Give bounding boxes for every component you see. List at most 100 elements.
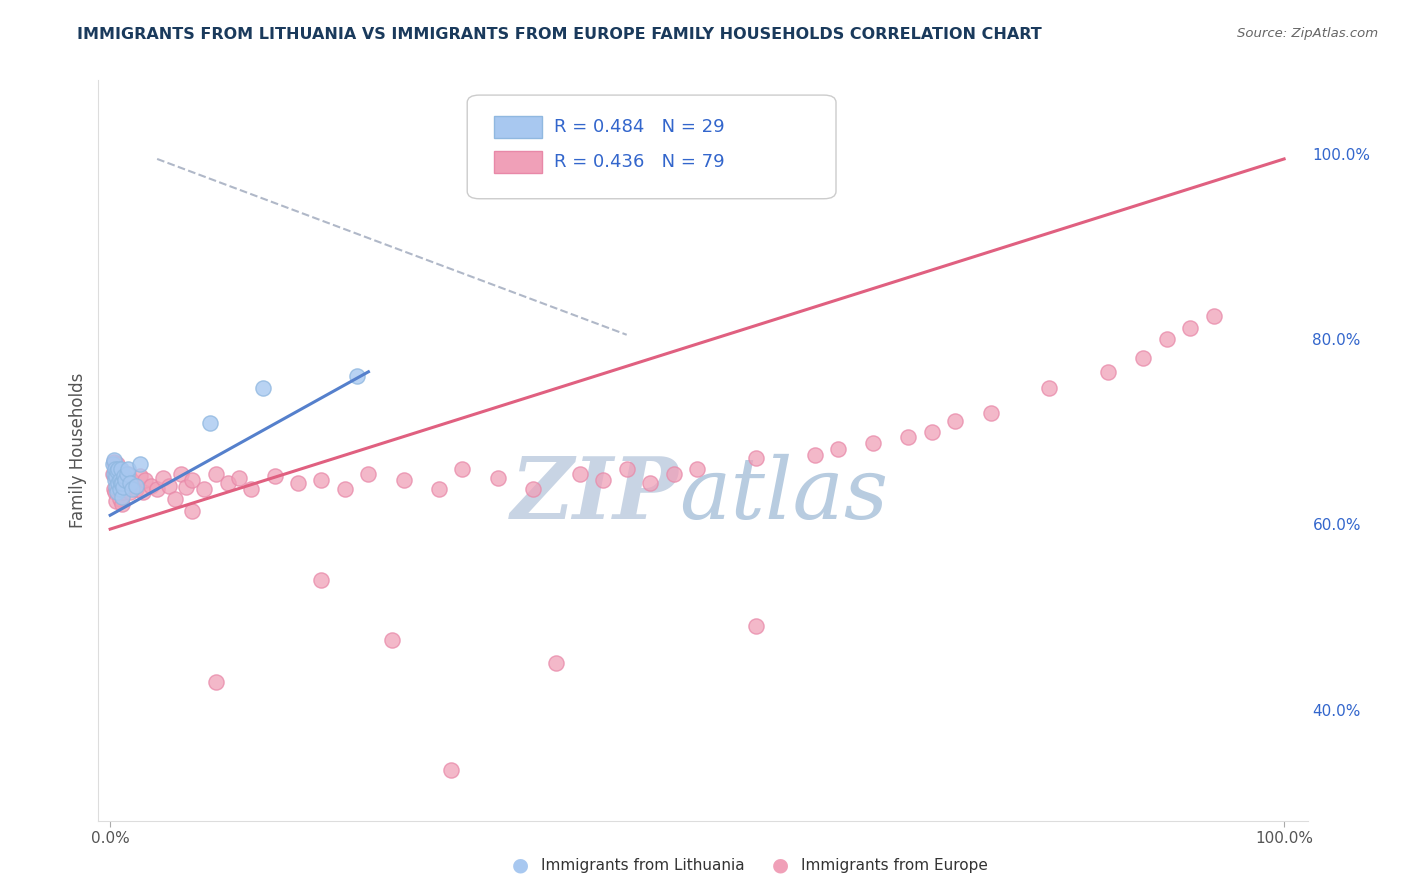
FancyBboxPatch shape xyxy=(467,95,837,199)
Text: Immigrants from Lithuania: Immigrants from Lithuania xyxy=(541,858,745,872)
Point xyxy=(110,464,132,478)
Point xyxy=(107,475,129,490)
Point xyxy=(111,497,134,511)
Point xyxy=(128,469,150,483)
Point xyxy=(568,467,591,481)
Text: atlas: atlas xyxy=(679,453,889,536)
Point xyxy=(108,483,131,497)
FancyBboxPatch shape xyxy=(494,116,543,138)
Text: ZIP: ZIP xyxy=(510,453,679,537)
Point xyxy=(101,467,124,481)
Point xyxy=(1156,332,1178,346)
Point xyxy=(103,454,125,468)
Point xyxy=(110,481,132,495)
Point xyxy=(122,481,145,495)
Point xyxy=(105,458,128,472)
Point xyxy=(827,442,849,456)
Point xyxy=(546,657,568,671)
Point xyxy=(107,467,129,481)
Point xyxy=(103,467,125,481)
Point xyxy=(616,462,638,476)
Point xyxy=(357,467,380,481)
Point xyxy=(176,481,198,495)
Point xyxy=(125,478,148,492)
Point xyxy=(897,429,920,443)
Point xyxy=(228,471,250,485)
Point xyxy=(522,483,544,497)
Point xyxy=(117,462,139,476)
Point xyxy=(346,369,368,384)
Point xyxy=(1132,351,1154,365)
Point xyxy=(486,471,509,485)
Point xyxy=(146,483,169,497)
Point xyxy=(921,425,943,439)
Text: R = 0.436   N = 79: R = 0.436 N = 79 xyxy=(554,153,725,170)
Point xyxy=(104,485,127,500)
Point xyxy=(107,483,129,497)
Point xyxy=(157,478,180,492)
Point xyxy=(169,467,191,481)
Point xyxy=(1038,380,1060,394)
Point xyxy=(240,483,263,497)
Text: Immigrants from Europe: Immigrants from Europe xyxy=(801,858,988,872)
Point xyxy=(592,473,614,487)
Point xyxy=(686,462,709,476)
Point xyxy=(132,485,155,500)
Point xyxy=(198,416,221,430)
Point xyxy=(945,414,967,428)
Point xyxy=(638,475,661,490)
Point xyxy=(392,473,415,487)
Point xyxy=(103,483,125,497)
Point xyxy=(120,475,142,490)
Point xyxy=(439,763,461,777)
Point xyxy=(287,475,309,490)
Point xyxy=(117,467,139,481)
Point xyxy=(112,485,135,500)
Point xyxy=(252,380,274,394)
FancyBboxPatch shape xyxy=(494,151,543,173)
Point xyxy=(101,458,124,472)
Point xyxy=(980,407,1002,421)
Point xyxy=(745,450,768,465)
Text: IMMIGRANTS FROM LITHUANIA VS IMMIGRANTS FROM EUROPE FAMILY HOUSEHOLDS CORRELATIO: IMMIGRANTS FROM LITHUANIA VS IMMIGRANTS … xyxy=(77,27,1042,42)
Point xyxy=(141,478,163,492)
Point xyxy=(121,483,143,497)
Point xyxy=(112,471,135,485)
Point xyxy=(311,473,333,487)
Point xyxy=(105,464,128,478)
Point xyxy=(662,467,685,481)
Point xyxy=(381,633,404,648)
Point xyxy=(193,483,215,497)
Point xyxy=(111,475,134,490)
Point xyxy=(103,452,125,467)
Point xyxy=(105,481,128,495)
Point xyxy=(163,491,186,506)
Point xyxy=(111,490,134,504)
Point xyxy=(105,473,128,487)
Point xyxy=(803,448,825,462)
Point xyxy=(112,469,135,483)
Point xyxy=(105,485,128,500)
Point xyxy=(110,475,132,490)
Point xyxy=(333,483,356,497)
Point xyxy=(1180,321,1202,335)
Point xyxy=(104,462,127,476)
Point xyxy=(104,473,127,487)
Point xyxy=(125,483,148,497)
Point xyxy=(1202,310,1225,324)
Point xyxy=(204,674,226,689)
Point xyxy=(112,481,135,495)
Point xyxy=(181,473,204,487)
Y-axis label: Family Households: Family Households xyxy=(69,373,87,528)
Point xyxy=(862,436,884,450)
Point xyxy=(105,462,128,476)
Point xyxy=(128,458,150,472)
Point xyxy=(134,473,156,487)
Point xyxy=(217,475,239,490)
Point xyxy=(114,473,136,487)
Point xyxy=(1097,365,1119,379)
Text: ●: ● xyxy=(772,855,789,875)
Text: Source: ZipAtlas.com: Source: ZipAtlas.com xyxy=(1237,27,1378,40)
Point xyxy=(110,462,132,476)
Point xyxy=(104,469,127,483)
